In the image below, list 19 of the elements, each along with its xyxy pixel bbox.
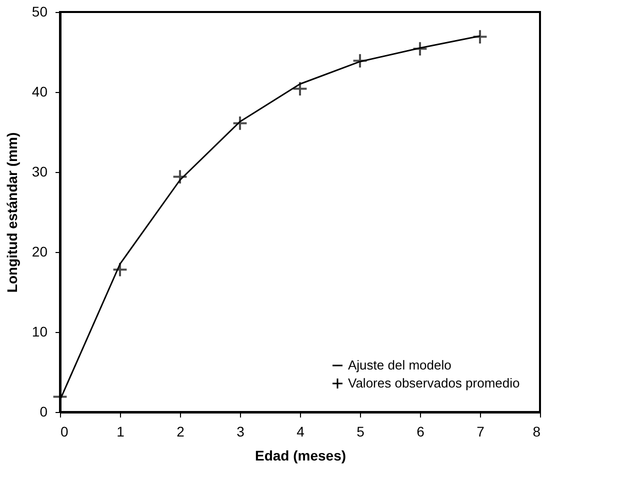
y-tick-label: 30	[32, 164, 48, 180]
x-axis-title: Edad (meses)	[254, 448, 346, 464]
legend-label: Ajuste del modelo	[348, 358, 452, 372]
x-tick-label: 3	[236, 424, 245, 440]
y-tick-label: 10	[32, 324, 48, 340]
y-tick-label: 0	[40, 404, 48, 420]
y-axis-title: Longitud estándar (mm)	[4, 132, 20, 293]
x-tick-label: 8	[532, 424, 541, 440]
x-tick-label: 7	[476, 424, 485, 440]
x-tick-label: 5	[356, 424, 365, 440]
x-tick-label: 6	[416, 424, 425, 440]
legend-label: Valores observados promedio	[348, 376, 520, 390]
x-tick-label: 1	[116, 424, 125, 440]
x-tick-label: 0	[60, 424, 68, 440]
y-tick-label: 20	[32, 244, 48, 260]
y-tick-label: 40	[32, 84, 48, 100]
x-tick-label: 4	[296, 424, 305, 440]
x-tick-label: 2	[176, 424, 185, 440]
y-tick-label: 50	[32, 4, 48, 20]
